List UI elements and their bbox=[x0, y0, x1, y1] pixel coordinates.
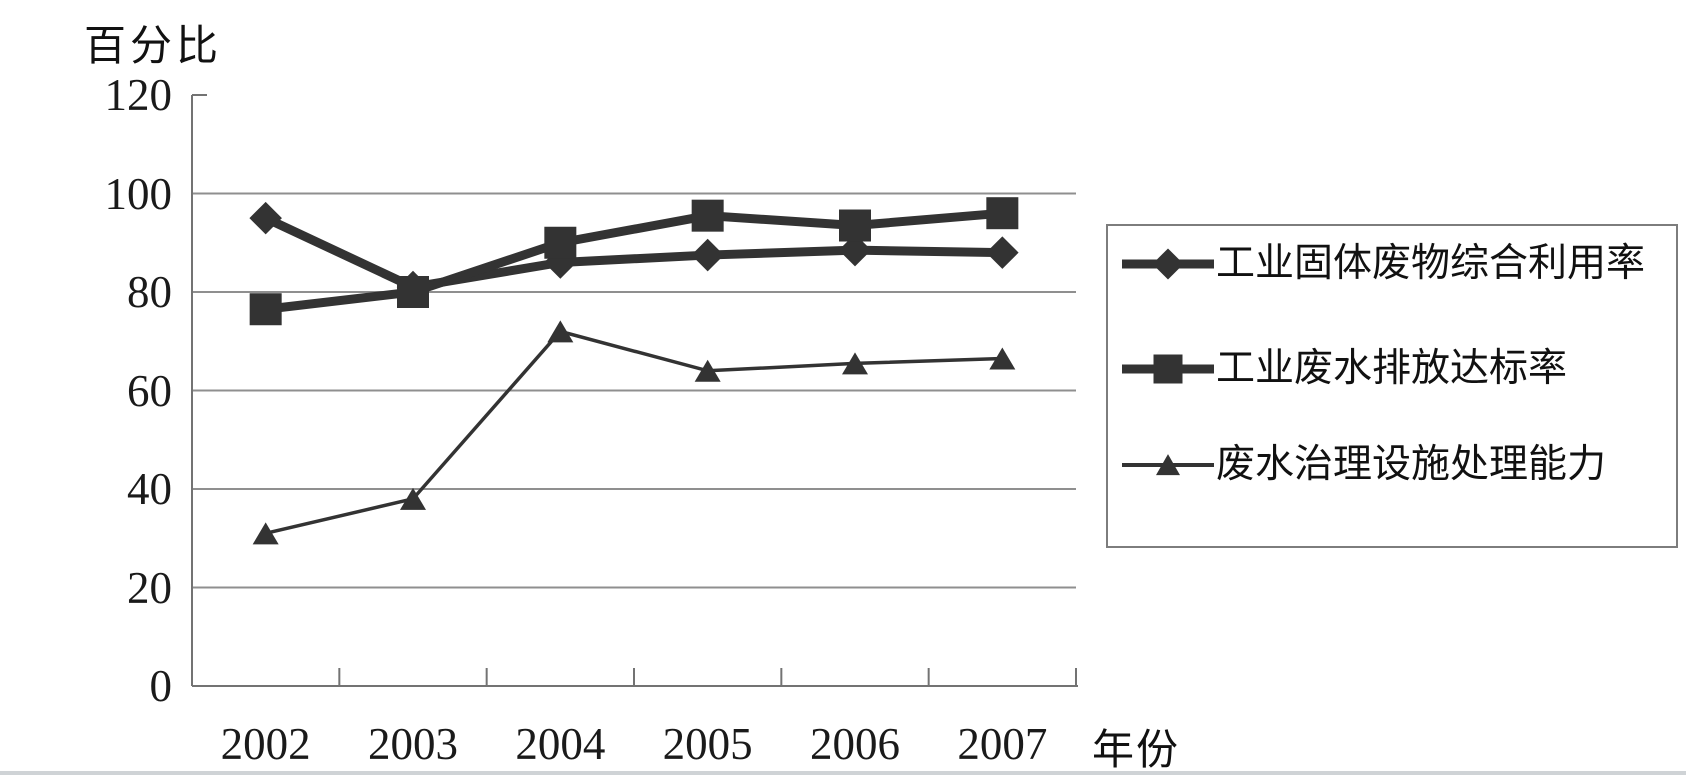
legend-item-solid-waste-utilization: 工业固体废物综合利用率 bbox=[1120, 238, 1664, 290]
x-tick-label-2005: 2005 bbox=[662, 719, 753, 769]
page-bottom-divider bbox=[0, 771, 1686, 775]
y-tick-label-20: 20 bbox=[127, 562, 172, 613]
legend-key-square bbox=[1120, 343, 1216, 395]
legend-item-treatment-capacity: 废水治理设施处理能力 bbox=[1120, 439, 1664, 491]
y-tick-label-80: 80 bbox=[127, 267, 172, 317]
x-axis-title: 年份 bbox=[1092, 728, 1181, 774]
square-marker-icon bbox=[1153, 354, 1183, 384]
y-tick-label-120: 120 bbox=[104, 70, 173, 120]
series-2-triangle-marker-2007 bbox=[989, 347, 1016, 370]
series-1-square-marker-2005 bbox=[691, 199, 724, 232]
legend-label: 废水治理设施处理能力 bbox=[1216, 443, 1607, 486]
series-1-square-marker-2004 bbox=[544, 226, 577, 259]
series-line-2 bbox=[265, 329, 1003, 536]
series-0-diamond-marker-2005 bbox=[691, 238, 724, 272]
x-tick-label-2003: 2003 bbox=[368, 719, 458, 769]
legend-key-diamond bbox=[1120, 238, 1216, 290]
legend-box: 工业固体废物综合利用率 工业废水排放达标率 废水治理设施处理能力 bbox=[1106, 224, 1678, 548]
series-0-diamond-marker-2006 bbox=[838, 233, 872, 267]
series-1-square-marker-2003 bbox=[397, 276, 429, 308]
series-1-square-marker-2002 bbox=[249, 293, 282, 326]
y-tick-label-40: 40 bbox=[127, 464, 172, 514]
y-tick-label-100: 100 bbox=[104, 168, 173, 219]
legend-label: 工业废水排放达标率 bbox=[1216, 347, 1568, 390]
x-tick-label-2004: 2004 bbox=[515, 719, 606, 769]
triangle-marker-icon bbox=[1156, 454, 1180, 476]
x-tick-label-2006: 2006 bbox=[810, 719, 900, 769]
x-tick-label-2002: 2002 bbox=[220, 719, 311, 769]
y-tick-label-0: 0 bbox=[149, 661, 173, 711]
y-axis-title: 百分比 bbox=[84, 24, 223, 70]
series-line-1 bbox=[265, 208, 1003, 314]
series-2-triangle-marker-2006 bbox=[842, 352, 868, 375]
diamond-marker-icon bbox=[1152, 248, 1184, 280]
series-0-diamond-marker-2007 bbox=[986, 236, 1019, 269]
series-1-square-marker-2007 bbox=[986, 197, 1019, 230]
series-2-triangle-marker-2004 bbox=[547, 320, 574, 343]
legend-item-wastewater-compliance: 工业废水排放达标率 bbox=[1120, 343, 1664, 395]
x-tick-label-2007: 2007 bbox=[957, 719, 1048, 769]
series-2-triangle-marker-2002 bbox=[252, 522, 279, 545]
legend-key-triangle bbox=[1120, 439, 1216, 491]
series-0-diamond-marker-2002 bbox=[249, 201, 282, 235]
legend-label: 工业固体废物综合利用率 bbox=[1216, 242, 1646, 285]
series-2-triangle-marker-2005 bbox=[694, 359, 721, 382]
series-line-0 bbox=[263, 214, 1003, 292]
series-1-square-marker-2006 bbox=[839, 209, 871, 242]
y-tick-label-60: 60 bbox=[127, 365, 172, 416]
series-2-triangle-marker-2003 bbox=[400, 487, 426, 510]
